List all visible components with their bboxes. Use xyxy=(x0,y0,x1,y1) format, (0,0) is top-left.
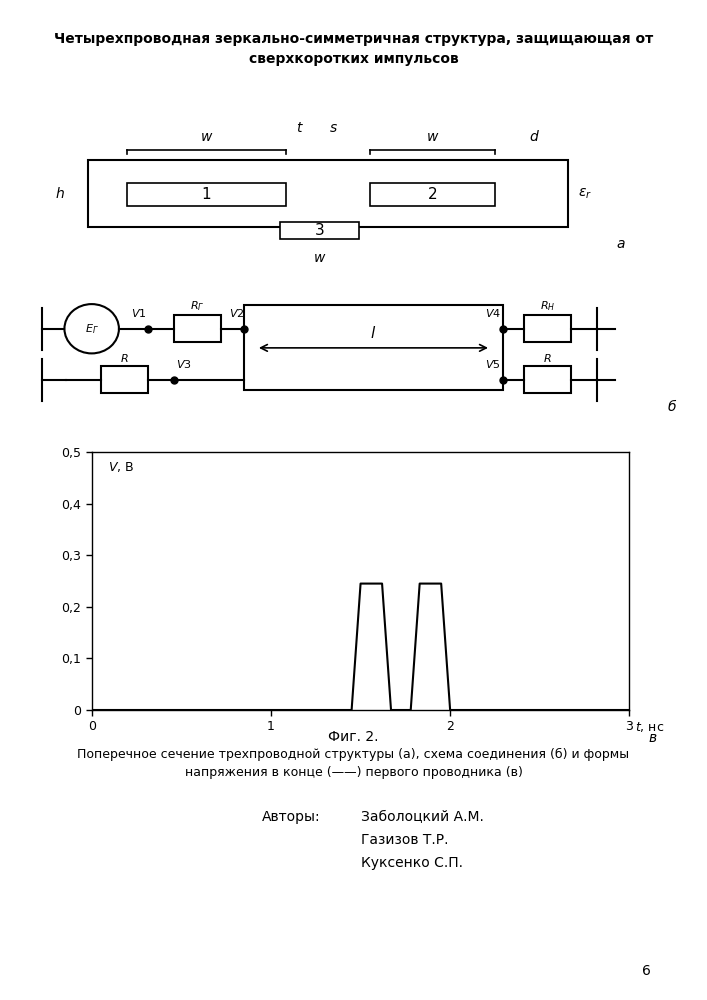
Text: $w$: $w$ xyxy=(313,251,326,265)
Bar xyxy=(245,305,503,390)
Text: $t$: $t$ xyxy=(296,121,304,135)
Text: Заболоцкий А.М.: Заболоцкий А.М. xyxy=(361,810,484,824)
Text: $R_Г$: $R_Г$ xyxy=(190,299,204,313)
Text: Фиг. 2.: Фиг. 2. xyxy=(328,730,379,744)
Bar xyxy=(127,183,286,206)
Text: $\varepsilon_r$: $\varepsilon_r$ xyxy=(578,186,592,201)
Text: Авторы:: Авторы: xyxy=(262,810,320,824)
Text: $E_Г$: $E_Г$ xyxy=(85,322,98,336)
Text: $l$: $l$ xyxy=(370,325,377,341)
Text: $w$: $w$ xyxy=(200,130,213,144)
Bar xyxy=(174,315,221,342)
Bar xyxy=(370,183,495,206)
Text: Газизов Т.Р.: Газизов Т.Р. xyxy=(361,833,448,847)
Text: $R$: $R$ xyxy=(120,352,129,364)
Text: $V1$: $V1$ xyxy=(131,307,146,319)
Text: б: б xyxy=(668,400,677,414)
Text: $V2$: $V2$ xyxy=(230,307,245,319)
Text: 2: 2 xyxy=(428,187,438,202)
Bar xyxy=(88,160,568,227)
Text: $h$: $h$ xyxy=(55,186,65,201)
Text: $V3$: $V3$ xyxy=(176,358,192,370)
Text: $R$: $R$ xyxy=(543,352,551,364)
Text: $V$, В: $V$, В xyxy=(108,460,134,474)
Text: $V5$: $V5$ xyxy=(486,358,501,370)
Text: 1: 1 xyxy=(201,187,211,202)
Text: $d$: $d$ xyxy=(529,129,540,144)
Text: $s$: $s$ xyxy=(329,121,338,135)
Bar xyxy=(524,315,571,342)
Bar xyxy=(524,366,571,392)
Bar xyxy=(101,366,148,392)
Text: сверхкоротких импульсов: сверхкоротких импульсов xyxy=(249,52,458,66)
Text: $R_Н$: $R_Н$ xyxy=(539,299,555,313)
Bar xyxy=(280,222,359,239)
Text: 3: 3 xyxy=(315,223,325,238)
Text: а: а xyxy=(617,237,625,251)
Text: 6: 6 xyxy=(641,964,650,978)
Text: в: в xyxy=(648,731,656,745)
Text: напряжения в конце (——) первого проводника (в): напряжения в конце (——) первого проводни… xyxy=(185,766,522,779)
Text: Поперечное сечение трехпроводной структуры (а), схема соединения (б) и формы: Поперечное сечение трехпроводной структу… xyxy=(78,748,629,761)
Text: $w$: $w$ xyxy=(426,130,439,144)
Text: $V4$: $V4$ xyxy=(485,307,501,319)
Text: Куксенко С.П.: Куксенко С.П. xyxy=(361,856,462,870)
Text: Четырехпроводная зеркально-симметричная структура, защищающая от: Четырехпроводная зеркально-симметричная … xyxy=(54,32,653,46)
Text: $t$, нс: $t$, нс xyxy=(635,720,664,734)
